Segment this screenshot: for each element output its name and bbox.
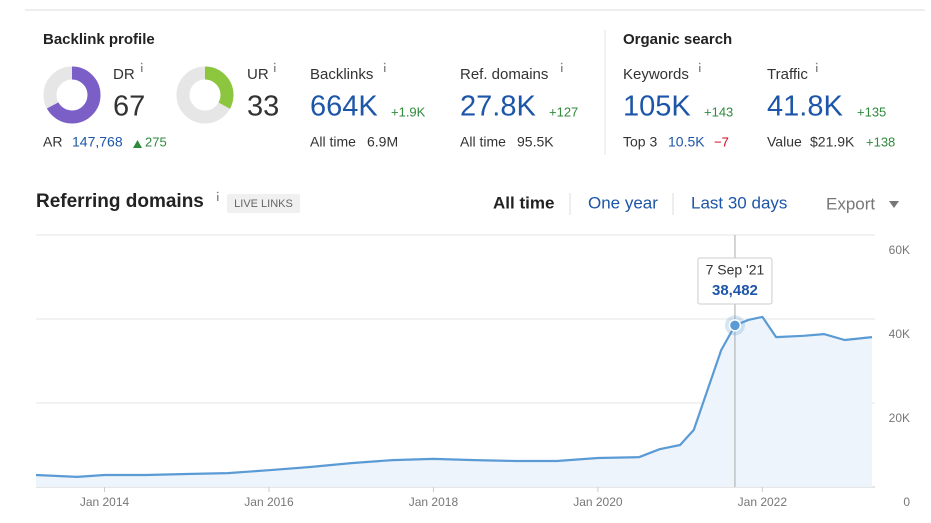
tab[interactable]: Last 30 days: [691, 193, 787, 212]
metric-value: 105K: [623, 91, 691, 123]
metric-change: +143: [704, 104, 733, 119]
section-title: Backlink profile: [43, 31, 155, 48]
up-arrow: [133, 140, 142, 148]
y-tick-label: 0: [903, 495, 910, 509]
metric-value: 6.9M: [367, 134, 398, 150]
chart-title: Referring domains: [36, 191, 204, 212]
metric-label: AR: [43, 134, 62, 150]
y-tick-label: 60K: [889, 243, 910, 257]
metric-change: +135: [857, 104, 886, 119]
metric-change: +127: [549, 104, 578, 119]
gauge-arc: [43, 66, 101, 124]
metric-label: Traffic: [767, 66, 808, 83]
badge: LIVE LINKS: [234, 198, 293, 210]
x-tick-label: Jan 2018: [409, 495, 459, 509]
metric-value: 27.8K: [460, 91, 536, 123]
metric-label: Keywords: [623, 66, 689, 83]
tooltip: [697, 257, 773, 305]
highlight-point: [728, 319, 742, 332]
metric-value: $21.9K: [810, 134, 855, 150]
metric-change: 275: [145, 134, 167, 149]
metric-label: All time: [310, 134, 356, 150]
badge-bg: [227, 194, 300, 213]
section-title: Organic search: [623, 31, 732, 48]
metric-label: DR: [113, 66, 135, 83]
metric-label: Top 3: [623, 134, 657, 150]
tab[interactable]: All time: [493, 193, 554, 212]
x-tick-label: Jan 2014: [80, 495, 130, 509]
metric-value: 664K: [310, 91, 378, 123]
tab[interactable]: One year: [588, 193, 658, 212]
x-tick-label: Jan 2022: [738, 495, 788, 509]
x-tick-label: Jan 2016: [244, 495, 294, 509]
metric-value: 41.8K: [767, 91, 843, 123]
metric-label: UR: [247, 66, 269, 83]
metric-value: 33: [247, 91, 279, 123]
metric-value: 95.5K: [517, 134, 554, 150]
tooltip-date: 7 Sep '21: [706, 262, 765, 278]
metric-value: 147,768: [72, 134, 123, 150]
metric-label: Ref. domains: [460, 66, 548, 83]
y-tick-label: 40K: [889, 327, 910, 341]
metric-change: −7: [714, 134, 729, 149]
area: [36, 316, 872, 487]
x-tick-label: Jan 2020: [573, 495, 623, 509]
export-button[interactable]: Export: [826, 194, 875, 213]
metric-value: 10.5K: [668, 134, 705, 150]
line: [35, 315, 873, 478]
tooltip-value: 38,482: [712, 282, 758, 299]
dropdown-arrow: [889, 201, 899, 208]
metric-label: Backlinks: [310, 66, 373, 83]
metric-label: Value: [767, 134, 802, 150]
y-tick-label: 20K: [889, 411, 910, 425]
info-icons: [140, 62, 818, 201]
metric-change: +1.9K: [391, 104, 426, 119]
metric-label: All time: [460, 134, 506, 150]
gauge-arc: [176, 66, 234, 124]
metric-value: 67: [113, 91, 145, 123]
metric-change: +138: [866, 134, 895, 149]
